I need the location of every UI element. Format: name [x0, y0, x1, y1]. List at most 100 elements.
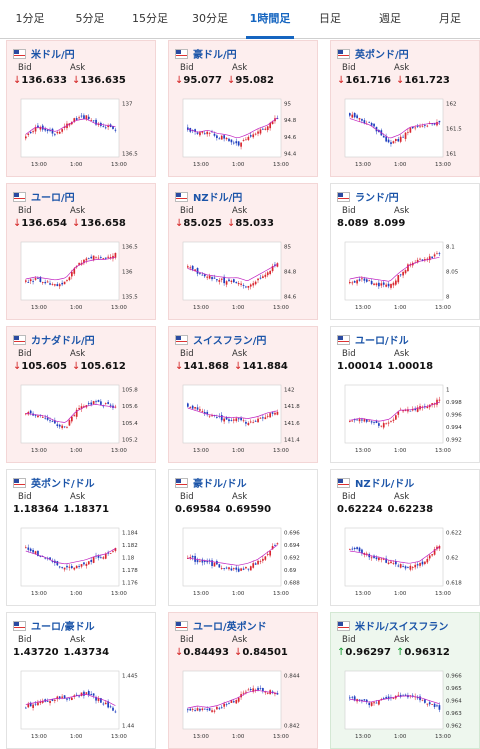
- candlestick-chart[interactable]: 1.445 1.44 13:00 1:00 13:00: [13, 665, 151, 745]
- y-tick-label: 8.1: [446, 245, 455, 251]
- pair-name[interactable]: ユーロ/円: [31, 193, 75, 204]
- candlestick-chart[interactable]: 85 84.8 84.6 13:00 1:00 13:00: [175, 236, 313, 316]
- pair-name[interactable]: スイスフラン/円: [193, 336, 267, 347]
- candle-body: [27, 412, 30, 415]
- fx-card[interactable]: 英ポンド/ドル Bid Ask 1.18364 1.18371 1.184 1.182 1.1…: [6, 469, 156, 606]
- candlestick-chart[interactable]: 1.184 1.182 1.18 1.178 1.176 13:00 1:00 13:00: [13, 522, 151, 602]
- y-tick-label: 0.622: [446, 531, 462, 537]
- fx-card[interactable]: ユーロ/英ポンド Bid Ask ↓0.84493 ↓0.84501 0.844 0.842…: [168, 612, 318, 749]
- pair-name[interactable]: ユーロ/ドル: [355, 336, 409, 347]
- pair-name[interactable]: ユーロ/豪ドル: [31, 622, 95, 633]
- candlestick-chart[interactable]: 1 0.998 0.996 0.994 0.992 13:00 1:00 13:00: [337, 379, 475, 459]
- candlestick-chart[interactable]: 142 141.8 141.6 141.4 13:00 1:00 13:00: [175, 379, 313, 459]
- x-tick-label: 1:00: [232, 591, 245, 597]
- candlestick-chart[interactable]: 0.966 0.965 0.964 0.963 0.962 13:00 1:00 13:00: [337, 665, 475, 745]
- candle-body: [368, 420, 371, 422]
- fx-card[interactable]: カナダドル/円 Bid Ask ↓105.605 ↓105.612 105.8 105.6 1…: [6, 326, 156, 463]
- candle-body: [220, 278, 223, 280]
- candlestick-chart[interactable]: 0.844 0.842 13:00 1:00 13:00: [175, 665, 313, 745]
- candlestick-chart[interactable]: 136.5 136 135.5 13:00 1:00 13:00: [13, 236, 151, 316]
- tab-timeframe[interactable]: 月足: [439, 12, 461, 25]
- candle-body: [269, 413, 272, 418]
- fx-card[interactable]: ユーロ/ドル Bid Ask 1.00014 1.00018 1 0.998 0.996 0.9…: [330, 326, 480, 463]
- tab-timeframe[interactable]: 1分足: [15, 12, 45, 25]
- pair-name[interactable]: 英ポンド/ドル: [31, 479, 95, 490]
- fx-card[interactable]: 豪ドル/円 Bid Ask ↓95.077 ↓95.082 95 94.8 94.6 94.4 1…: [168, 40, 318, 177]
- tab-timeframe[interactable]: 1時間足: [240, 0, 300, 39]
- moving-average-line: [25, 404, 116, 423]
- candle-body: [41, 417, 44, 418]
- fx-card[interactable]: NZドル/ドル Bid Ask 0.62224 0.62238 0.622 0.62 0.61…: [330, 469, 480, 606]
- candlestick-chart[interactable]: 105.8 105.6 105.4 105.2 13:00 1:00 13:00: [13, 379, 151, 459]
- bid-label: Bid: [342, 63, 356, 73]
- candle-body: [431, 256, 434, 258]
- candle-body: [356, 419, 358, 421]
- candle-body: [216, 279, 218, 281]
- candlestick-chart[interactable]: 95 94.8 94.6 94.4 13:00 1:00 13:00: [175, 93, 313, 173]
- x-tick-label: 13:00: [435, 162, 451, 168]
- y-tick-label: 8: [446, 295, 450, 301]
- tab-timeframe[interactable]: 15分足: [132, 12, 168, 25]
- candle-body: [49, 420, 51, 422]
- y-tick-label: 84.8: [284, 270, 297, 276]
- fx-card[interactable]: 米ドル/円 Bid Ask ↓136.633 ↓136.635 137 136.5 13:00…: [6, 40, 156, 177]
- candlestick-chart[interactable]: 0.696 0.694 0.692 0.69 0.688 13:00 1:00 13:00: [175, 522, 313, 602]
- fx-card[interactable]: ランド/円 Bid Ask 8.089 8.099 8.1 8.05 8 13:00 1:00 13…: [330, 183, 480, 320]
- candle-body: [395, 415, 397, 420]
- flag-icon: [175, 48, 188, 59]
- candle-body: [390, 142, 392, 145]
- candlestick-chart[interactable]: 162 161.5 161 13:00 1:00 13:00: [337, 93, 475, 173]
- candle-body: [257, 278, 259, 281]
- tab-timeframe[interactable]: 30分足: [192, 12, 228, 25]
- pair-name[interactable]: 米ドル/スイスフラン: [355, 622, 449, 633]
- candle-body: [436, 122, 438, 126]
- candle-body: [104, 553, 107, 559]
- pair-name[interactable]: 豪ドル/ドル: [193, 479, 247, 490]
- tab-timeframe[interactable]: 週足: [379, 12, 401, 25]
- candle-body: [370, 280, 373, 285]
- bid-label: Bid: [180, 349, 194, 359]
- candle-body: [54, 284, 56, 286]
- candle-body: [61, 696, 64, 698]
- candle-body: [49, 700, 51, 704]
- candle-body: [240, 142, 242, 147]
- candlestick-chart[interactable]: 8.1 8.05 8 13:00 1:00 13:00: [337, 236, 475, 316]
- fx-card[interactable]: 豪ドル/ドル Bid Ask 0.69584 0.69590 0.696 0.694 0.69…: [168, 469, 318, 606]
- candle-body: [397, 565, 400, 567]
- tab-timeframe[interactable]: 日足: [319, 12, 341, 25]
- candle-body: [259, 277, 262, 279]
- y-tick-label: 0.964: [446, 699, 462, 705]
- pair-name[interactable]: ランド/円: [355, 193, 399, 204]
- pair-name[interactable]: 米ドル/円: [31, 50, 75, 61]
- tab-timeframe[interactable]: 5分足: [75, 12, 105, 25]
- pair-name[interactable]: 豪ドル/円: [193, 50, 237, 61]
- fx-card[interactable]: 英ポンド/円 Bid Ask ↓161.716 ↓161.723 162 161.5 161 1…: [330, 40, 480, 177]
- pair-name[interactable]: ユーロ/英ポンド: [193, 622, 267, 633]
- x-tick-label: 13:00: [31, 162, 47, 168]
- pair-name[interactable]: カナダドル/円: [31, 336, 95, 347]
- pair-name[interactable]: NZドル/ドル: [355, 479, 415, 490]
- candle-body: [114, 406, 117, 408]
- candle-body: [56, 284, 59, 287]
- y-tick-label: 0.966: [446, 674, 462, 680]
- fx-card[interactable]: ユーロ/豪ドル Bid Ask 1.43720 1.43734 1.445 1.44 13:0…: [6, 612, 156, 749]
- candle-body: [61, 282, 64, 285]
- arrow-down-icon: ↓: [175, 361, 184, 372]
- fx-card[interactable]: ユーロ/円 Bid Ask ↓136.654 ↓136.658 136.5 136 135.5…: [6, 183, 156, 320]
- candlestick-chart[interactable]: 0.622 0.62 0.618 13:00 1:00 13:00: [337, 522, 475, 602]
- candle-body: [32, 131, 34, 133]
- candle-body: [75, 409, 78, 417]
- fx-card[interactable]: スイスフラン/円 Bid Ask ↓141.868 ↓141.884 142 141.8 14…: [168, 326, 318, 463]
- candle-body: [225, 417, 228, 420]
- price-labels: Bid Ask: [18, 492, 122, 502]
- fx-card[interactable]: NZドル/円 Bid Ask ↓85.025 ↓85.033 85 84.8 84.6 13:0…: [168, 183, 318, 320]
- pair-name[interactable]: 英ポンド/円: [355, 50, 409, 61]
- candle-body: [211, 277, 213, 280]
- moving-average-line: [25, 256, 116, 281]
- ask-price: 0.96312: [404, 647, 450, 658]
- pair-name[interactable]: NZドル/円: [193, 193, 243, 204]
- candle-body: [87, 403, 90, 405]
- fx-card[interactable]: 米ドル/スイスフラン Bid Ask ↑0.96297 ↑0.96312 0.966 0.9…: [330, 612, 480, 749]
- candlestick-chart[interactable]: 137 136.5 13:00 1:00 13:00: [13, 93, 151, 173]
- candle-body: [353, 696, 356, 701]
